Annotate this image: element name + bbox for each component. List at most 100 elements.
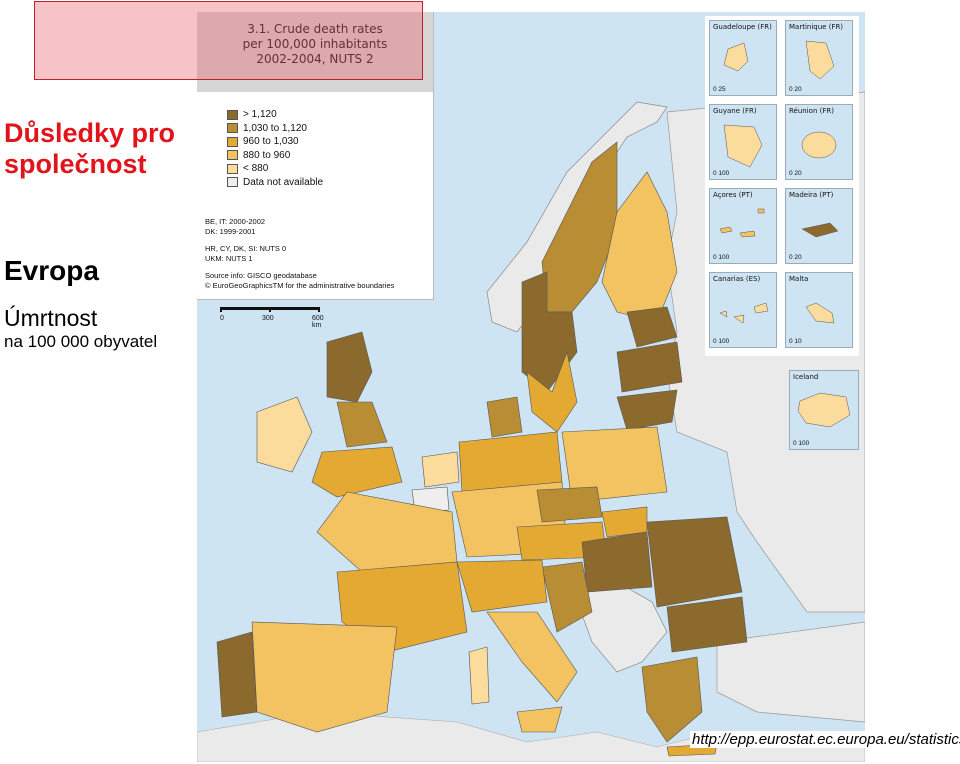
sardinia	[468, 646, 490, 705]
inset-martinique: Martinique (FR) 0 20	[785, 20, 853, 96]
spain	[251, 621, 398, 733]
inset-shape	[805, 302, 835, 324]
source-url[interactable]: http://epp.eurostat.ec.europa.eu/statist…	[690, 731, 960, 748]
legend-item: Data not available	[227, 176, 323, 190]
legend-label: 1,030 to 1,120	[243, 122, 307, 134]
inset-shape	[797, 392, 851, 428]
inset-scale: 0 20	[789, 170, 802, 177]
hungary	[581, 531, 653, 593]
inset-label: Madeira (PT)	[789, 191, 834, 199]
germany-north	[458, 431, 563, 493]
note-line: DK: 1999-2001	[205, 227, 256, 236]
scale-label: 0	[220, 315, 224, 322]
inset-scale: 0 100	[713, 170, 730, 177]
inset-reunion: Réunion (FR) 0 20	[785, 104, 853, 180]
legend-label: > 1,120	[243, 109, 277, 121]
source-line: © EuroGeoGraphicsTM for the administrati…	[205, 281, 395, 290]
romania	[646, 516, 743, 608]
inset-scale: 0 20	[789, 86, 802, 93]
map-notes: BE, IT: 2000-2002 DK: 1999-2001 HR, CY, …	[205, 217, 394, 291]
inset-shape	[719, 302, 769, 324]
inset-label: Açores (PT)	[713, 191, 753, 199]
legend-swatch	[227, 177, 238, 188]
bulgaria	[666, 596, 748, 653]
inset-malta: Malta 0 10	[785, 272, 853, 348]
legend-item: < 880	[227, 162, 323, 176]
overseas-insets: Guadeloupe (FR) 0 25 Martinique (FR) 0 2…	[705, 16, 859, 356]
scale-tick	[318, 307, 320, 312]
map-title: 3.1. Crude death rates per 100,000 inhab…	[197, 12, 433, 92]
per-capita-label: na 100 000 obyvatel	[4, 332, 158, 351]
inset-shape	[801, 131, 837, 159]
finland	[601, 171, 678, 323]
note-line: BE, IT: 2000-2002	[205, 217, 266, 226]
map-title-line: 2002-2004, NUTS 2	[256, 52, 374, 66]
inset-scale: 0 25	[713, 86, 726, 93]
legend-item: 960 to 1,030	[227, 135, 323, 149]
inset-label: Iceland	[793, 373, 819, 381]
scotland	[326, 331, 373, 403]
mortality-label: Úmrtnost	[4, 305, 98, 331]
italy-south	[486, 611, 578, 703]
inset-scale: 0 100	[713, 254, 730, 261]
scale-tick	[220, 307, 222, 312]
legend-swatch	[227, 109, 238, 120]
legend-swatch	[227, 150, 238, 161]
inset-acores: Açores (PT) 0 100	[709, 188, 777, 264]
poland	[561, 426, 668, 503]
scale-tick	[269, 307, 271, 312]
inset-label: Réunion (FR)	[789, 107, 834, 115]
slovenia-croatia	[541, 561, 593, 633]
legend-item: 1,030 to 1,120	[227, 122, 323, 136]
legend-swatch	[227, 123, 238, 134]
scale-label: 600 km	[312, 315, 324, 329]
inset-shape	[719, 208, 765, 238]
inset-shape	[723, 42, 749, 72]
legend-label: Data not available	[243, 176, 324, 188]
legend-label: 880 to 960	[243, 149, 291, 161]
inset-label: Canarias (ES)	[713, 275, 761, 283]
turkey-land	[716, 621, 865, 723]
map-legend-box: 3.1. Crude death rates per 100,000 inhab…	[197, 12, 434, 300]
map-scale-bar: 0 300 600 km	[220, 305, 324, 335]
inset-scale: 0 100	[713, 338, 730, 345]
inset-shape	[723, 124, 763, 168]
czechia	[536, 486, 603, 523]
netherlands	[421, 451, 460, 488]
portugal	[216, 631, 258, 718]
estonia	[626, 306, 678, 348]
map-title-line: per 100,000 inhabitants	[242, 37, 388, 51]
legend-label: 960 to 1,030	[243, 136, 299, 148]
legend-swatch	[227, 136, 238, 147]
denmark	[486, 396, 523, 438]
sicily	[516, 706, 563, 733]
inset-shape	[805, 40, 835, 80]
inset-label: Guadeloupe (FR)	[713, 23, 772, 31]
inset-guyane: Guyane (FR) 0 100	[709, 104, 777, 180]
inset-scale: 0 100	[793, 440, 810, 447]
sweden-south	[526, 350, 578, 433]
inset-label: Malta	[789, 275, 809, 283]
ireland	[256, 396, 313, 473]
legend-item: > 1,120	[227, 108, 323, 122]
note-line: UKM: NUTS 1	[205, 254, 253, 263]
latvia	[616, 341, 683, 393]
inset-madeira: Madeira (PT) 0 20	[785, 188, 853, 264]
england-north	[336, 401, 388, 448]
lithuania	[616, 389, 678, 431]
highlight-overlay	[34, 1, 423, 80]
inset-guadeloupe: Guadeloupe (FR) 0 25	[709, 20, 777, 96]
scale-label: 300	[262, 315, 274, 322]
source-line: Source info: GISCO geodatabase	[205, 271, 317, 280]
legend: > 1,120 1,030 to 1,120 960 to 1,030 880 …	[227, 108, 323, 189]
map-title-line: 3.1. Crude death rates	[247, 22, 383, 36]
inset-iceland: Iceland 0 100	[789, 370, 859, 450]
inset-shape	[801, 222, 839, 238]
legend-label: < 880	[243, 163, 269, 175]
italy-north	[456, 559, 548, 613]
inset-canarias: Canarias (ES) 0 100	[709, 272, 777, 348]
slide-title: Důsledky pro společnost	[4, 118, 176, 179]
greece	[641, 656, 703, 743]
legend-swatch	[227, 163, 238, 174]
slovakia	[601, 506, 648, 538]
